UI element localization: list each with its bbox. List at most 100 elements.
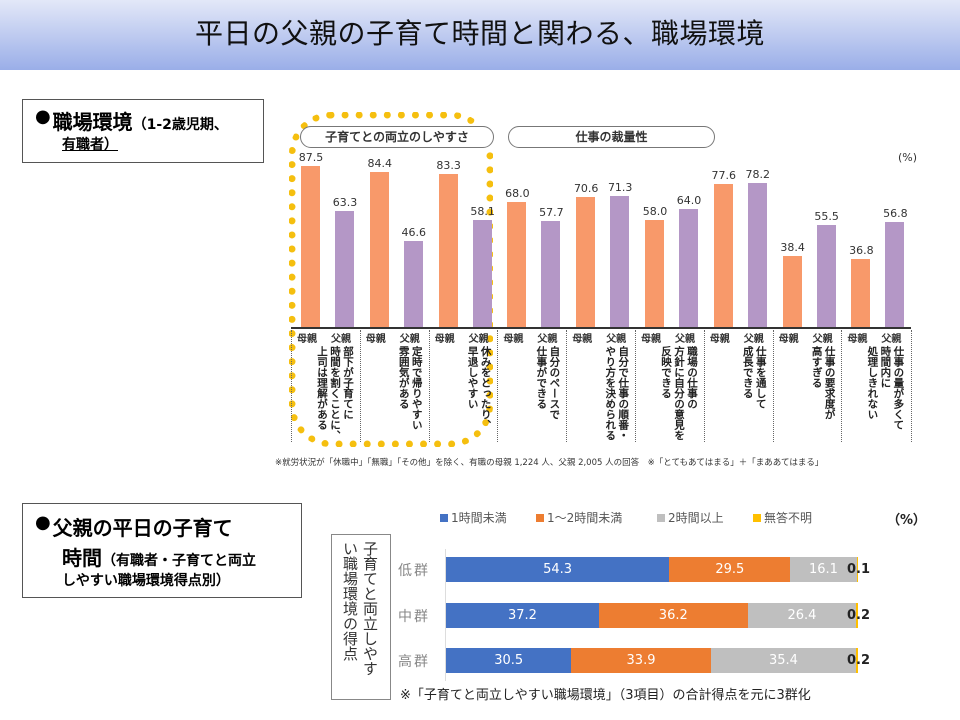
value-label: 30.5 bbox=[494, 653, 524, 668]
legend-item-under1h: 1時間未満 bbox=[440, 509, 507, 526]
series-label: 父親 bbox=[812, 334, 833, 345]
bar-mother bbox=[782, 256, 802, 327]
legend-swatch bbox=[657, 514, 665, 522]
category-column bbox=[841, 330, 913, 442]
value-label: 38.4 bbox=[780, 241, 805, 255]
series-label: 父親 bbox=[881, 334, 902, 345]
value-label: 54.3 bbox=[543, 562, 573, 577]
category-label: 職場の仕事の 方針に自分の意見を 反映できる bbox=[660, 346, 698, 441]
value-label: 36.8 bbox=[849, 244, 874, 258]
series-label: 父親 bbox=[675, 334, 695, 345]
bar-mother bbox=[576, 197, 596, 327]
value-label: 36.2 bbox=[658, 608, 688, 623]
header-banner: 平日の父親の子育て時間と関わる、職場環境 bbox=[0, 0, 960, 70]
legend-item-1to2h: 1～2時間未満 bbox=[536, 509, 622, 526]
value-label: 46.6 bbox=[401, 226, 427, 240]
category-label: 定時で帰りやすい 雰囲気がある bbox=[397, 346, 423, 430]
value-label: 57.7 bbox=[539, 205, 564, 219]
value-label: 37.2 bbox=[507, 608, 537, 623]
legend-swatch bbox=[753, 514, 761, 522]
bar-mother bbox=[507, 201, 527, 327]
value-label: 58.0 bbox=[642, 205, 668, 219]
value-label: 33.9 bbox=[626, 653, 656, 668]
value-label: 55.5 bbox=[814, 209, 839, 223]
page-title: 平日の父親の子育て時間と関わる、職場環境 bbox=[194, 17, 765, 50]
series-label: 父親 bbox=[331, 334, 351, 345]
legend-item-over2h: 2時間以上 bbox=[657, 509, 724, 526]
bar-segment bbox=[598, 603, 748, 628]
category-label: 自分のペースで 仕事ができる bbox=[535, 346, 561, 420]
value-label: 63.3 bbox=[332, 195, 358, 209]
section2-title-2: 時間 bbox=[62, 546, 102, 570]
section1-title: 職場環境 bbox=[52, 110, 133, 134]
legend-item-no-answer: 無答不明 bbox=[753, 509, 812, 526]
section1-subtitle-2: 有職者） bbox=[62, 137, 118, 153]
bar-segment bbox=[856, 648, 858, 673]
category-label: 仕事を通して 成長できる bbox=[741, 346, 767, 409]
x-axis-line bbox=[291, 327, 911, 329]
series-label: 母親 bbox=[778, 334, 799, 345]
category-label: 休みをとったり、 早退しやすい bbox=[466, 346, 492, 430]
value-label: 29.5 bbox=[715, 562, 745, 577]
category-column bbox=[635, 330, 705, 442]
section2-title-2-small: （有職者・子育てと両立 bbox=[102, 553, 256, 569]
bar-segment bbox=[446, 603, 599, 628]
series-label: 母親 bbox=[709, 334, 730, 345]
value-label: 16.1 bbox=[809, 562, 838, 577]
value-label: 64.0 bbox=[676, 194, 702, 208]
bar-father bbox=[610, 195, 630, 327]
value-label: 0.2 bbox=[847, 653, 871, 668]
bullet-icon: ● bbox=[35, 512, 51, 533]
value-label: 0.1 bbox=[847, 562, 871, 577]
series-label: 母親 bbox=[434, 334, 455, 345]
series-label: 母親 bbox=[572, 334, 593, 345]
bar-father bbox=[885, 222, 905, 327]
chart-footnote: ※就労状況が「休職中」「無職」「その他」を除く、有職の母親 1,224 人、父親… bbox=[275, 458, 824, 468]
y-axis-line bbox=[445, 549, 446, 681]
category-label: 部下が子育てに 時間を割くことに、 上司は理解がある bbox=[316, 346, 354, 441]
axis-title-box: 子育てと両立しやす い職場環境の得点 bbox=[331, 534, 391, 700]
bar-mother bbox=[851, 259, 871, 327]
value-label: 0.2 bbox=[847, 608, 871, 623]
bar-mother bbox=[713, 184, 733, 327]
bar-father bbox=[335, 210, 354, 327]
value-label: 77.6 bbox=[711, 169, 737, 183]
category-label: 高群 bbox=[398, 654, 430, 670]
category-label: 低群 bbox=[398, 563, 430, 579]
value-label: 68.0 bbox=[505, 186, 530, 200]
unit-label: (%) bbox=[898, 151, 918, 164]
series-label: 父親 bbox=[606, 334, 627, 345]
value-label: 71.3 bbox=[607, 180, 633, 194]
bar-segment bbox=[446, 648, 572, 673]
bar-segment bbox=[790, 557, 857, 582]
category-column bbox=[566, 330, 636, 442]
group-label-discretion: 仕事の裁量性 bbox=[508, 126, 715, 148]
value-label: 84.4 bbox=[367, 156, 393, 170]
value-label: 83.3 bbox=[436, 158, 461, 172]
category-column bbox=[772, 330, 843, 442]
unit-label: （%） bbox=[887, 513, 927, 528]
value-label: 78.2 bbox=[745, 168, 771, 182]
legend-swatch bbox=[440, 514, 448, 522]
series-label: 父親 bbox=[468, 334, 489, 345]
series-label: 母親 bbox=[847, 334, 868, 345]
legend-swatch bbox=[536, 514, 544, 522]
bar-mother bbox=[369, 171, 389, 327]
series-label: 父親 bbox=[399, 334, 420, 345]
axis-title-col1: 子育てと両立しやす bbox=[361, 541, 379, 676]
section-label-workplace: ● 職場環境（1-2歳児期、 有職者） bbox=[22, 99, 264, 163]
section1-subtitle-1: （1-2歳児期、 bbox=[132, 117, 228, 133]
category-label: 仕事の要求度が 高すぎる bbox=[810, 346, 836, 420]
series-label: 母親 bbox=[365, 334, 386, 345]
axis-title-col2: い職場環境の得点 bbox=[341, 541, 359, 661]
legend: 1時間未満 1～2時間未満 2時間以上 無答不明 bbox=[440, 509, 840, 525]
series-label: 父親 bbox=[537, 334, 558, 345]
bar-father bbox=[472, 220, 492, 327]
category-column bbox=[497, 330, 567, 442]
bar-mother bbox=[438, 173, 458, 327]
group-label-balance: 子育てとの両立のしやすさ bbox=[300, 126, 494, 148]
series-label: 母親 bbox=[297, 334, 317, 345]
value-label: 58.1 bbox=[470, 205, 495, 219]
bar-segment bbox=[747, 603, 857, 628]
category-column bbox=[703, 330, 774, 442]
